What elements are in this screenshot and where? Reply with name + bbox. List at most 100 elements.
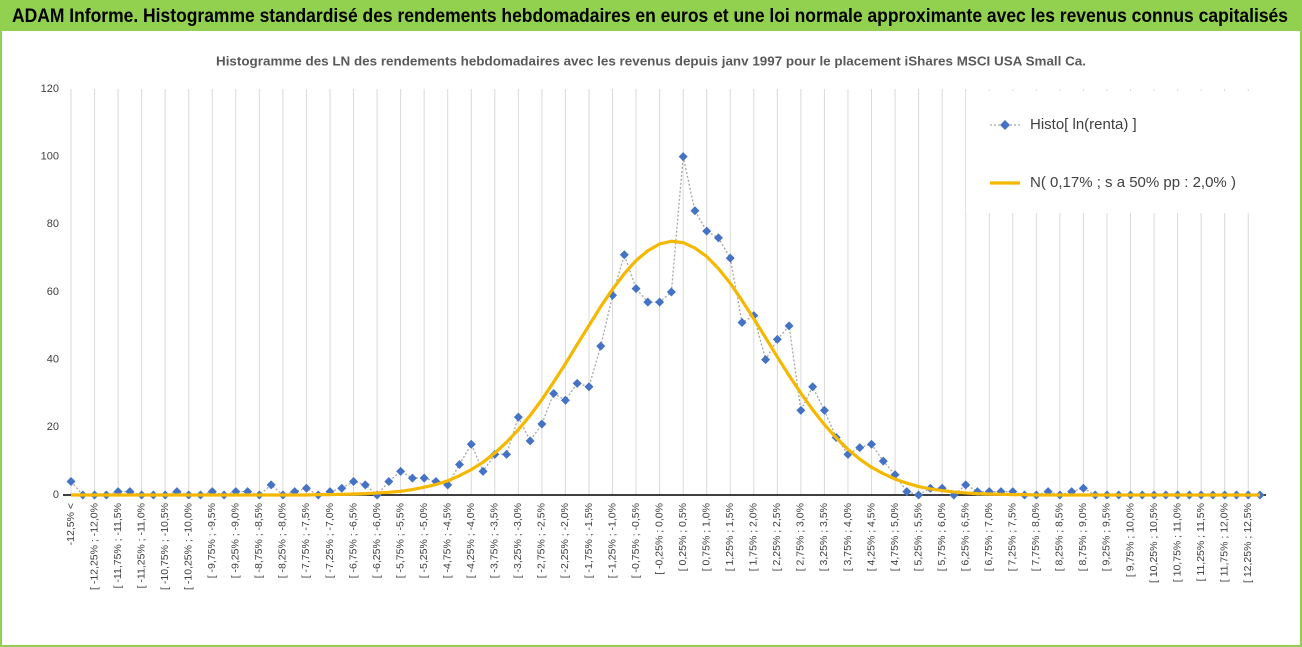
x-tick-label: [ 11,75% ; 12,0% [1218, 503, 1230, 582]
data-point [266, 480, 276, 490]
x-tick-label: [ 3,25% ; 3,5% [818, 503, 830, 571]
y-tick-label: 40 [47, 354, 59, 366]
data-point [643, 297, 653, 307]
data-point [537, 419, 547, 429]
data-point [784, 321, 794, 331]
x-tick-label: [ -7,25% ; -7,0% [324, 503, 336, 578]
data-point [666, 287, 676, 297]
x-tick-label: [ -1,75% ; -1,5% [583, 503, 595, 578]
data-point [407, 473, 417, 483]
data-point [349, 476, 359, 486]
x-tick-label: [ -2,25% ; -2,0% [559, 503, 571, 578]
data-point [690, 206, 700, 216]
y-tick-label: 80 [47, 218, 59, 230]
x-tick-label: [ -6,25% ; -6,0% [371, 503, 383, 578]
x-tick-label: [ -8,25% ; -8,0% [277, 503, 289, 578]
x-tick-label: [ 1,75% ; 2,0% [748, 503, 760, 571]
data-point [902, 487, 912, 497]
y-tick-label: 0 [53, 489, 59, 501]
x-tick-label: [ 4,75% ; 5,0% [889, 503, 901, 571]
x-tick-label: [ -8,75% ; -8,5% [253, 503, 265, 578]
data-point [502, 449, 512, 459]
data-point [419, 473, 429, 483]
data-point [454, 460, 464, 470]
x-tick-label: [ -7,75% ; -7,5% [300, 503, 312, 578]
x-tick-label: [ -3,75% ; -3,5% [489, 503, 501, 578]
data-point [337, 483, 347, 493]
x-tick-label: [ 5,75% ; 6,0% [936, 503, 948, 571]
data-point [855, 443, 865, 453]
x-tick-label: [ -9,75% ; -9,5% [206, 503, 218, 578]
x-tick-label: [ -1,25% ; -1,0% [606, 503, 618, 578]
legend-label: N( 0,17% ; s a 50% pp : 2,0% ) [1030, 174, 1236, 191]
data-point [772, 334, 782, 344]
x-tick-label: [ -5,25% ; -5,0% [418, 503, 430, 578]
x-tick-label: [ 10,25% ; 10,5% [1148, 503, 1160, 583]
y-tick-label: 20 [47, 421, 59, 433]
data-point [525, 436, 535, 446]
data-point [384, 476, 394, 486]
x-tick-label: [ -4,25% ; -4,0% [465, 503, 477, 578]
x-tick-label: [ 7,75% ; 8,0% [1030, 503, 1042, 571]
series-line [71, 239, 1260, 497]
data-point [713, 233, 723, 243]
data-point [655, 297, 665, 307]
page-title: ADAM Informe. Histogramme standardisé de… [12, 6, 1288, 27]
data-point [396, 466, 406, 476]
data-point [466, 439, 476, 449]
data-point [737, 317, 747, 327]
legend-marker [1000, 120, 1010, 130]
x-tick-label: [ -10,25% ; -10,0% [183, 503, 195, 590]
legend-box [966, 91, 1288, 213]
y-tick-label: 120 [41, 83, 59, 95]
x-tick-label: [ 12,25% ; 12,5% [1242, 503, 1254, 583]
x-tick-label: [ -0,25% ; 0,0% [653, 503, 665, 575]
legend-label: Histo[ ln(renta) ] [1030, 116, 1137, 133]
x-tick-label: [ 9,25% ; 9,5% [1101, 503, 1113, 571]
x-tick-label: [ 8,25% ; 8,5% [1054, 503, 1066, 571]
x-tick-label: [ 1,25% ; 1,5% [724, 503, 736, 571]
x-tick-label: [ 0,25% ; 0,5% [677, 503, 689, 571]
data-point [478, 466, 488, 476]
x-tick-label: [ 3,75% ; 4,0% [842, 503, 854, 571]
x-tick-label: [ -2,75% ; -2,5% [536, 503, 548, 578]
data-point [572, 378, 582, 388]
data-point [301, 483, 311, 493]
x-tick-label: [ 7,25% ; 7,5% [1007, 503, 1019, 571]
x-tick-label: [ 2,25% ; 2,5% [771, 503, 783, 571]
data-point [1078, 483, 1088, 493]
x-tick-label: [ -5,75% ; -5,5% [394, 503, 406, 578]
x-tick-label: [ -10,75% ; -10,5% [159, 503, 171, 590]
data-point [584, 382, 594, 392]
x-tick-label: [ 0,75% ; 1,0% [700, 503, 712, 571]
data-point [560, 395, 570, 405]
x-tick-label: [ -0,75% ; -0,5% [630, 503, 642, 578]
x-tick-label: [ 4,25% ; 4,5% [865, 503, 877, 571]
x-tick-label: [ -12,25% ; -12,0% [88, 503, 100, 590]
x-tick-label: [ -11,75% ; -11,5% [112, 503, 124, 588]
data-point [596, 341, 606, 351]
banner [1, 1, 1301, 31]
x-tick-label: [ 6,75% ; 7,0% [983, 503, 995, 571]
data-point [878, 456, 888, 466]
data-point [702, 226, 712, 236]
x-tick-label: [ 8,75% ; 9,0% [1077, 503, 1089, 571]
x-tick-label: [ 6,25% ; 6,5% [959, 503, 971, 571]
data-point [761, 355, 771, 365]
x-tick-label: [ 10,75% ; 11,0% [1171, 503, 1183, 582]
data-point [513, 412, 523, 422]
x-tick-label: [ 2,75% ; 3,0% [795, 503, 807, 571]
data-point [549, 389, 559, 398]
data-point [678, 152, 688, 162]
data-point [796, 405, 806, 415]
data-point [961, 480, 971, 490]
x-tick-label: [ -11,25% ; -11,0% [135, 503, 147, 588]
y-tick-label: 60 [47, 286, 59, 298]
data-point [725, 253, 735, 263]
data-point [619, 250, 629, 260]
x-tick-label: [ -6,75% ; -6,5% [347, 503, 359, 578]
data-point [914, 490, 924, 500]
x-tick-label: [ 9,75% ; 10,0% [1124, 503, 1136, 577]
